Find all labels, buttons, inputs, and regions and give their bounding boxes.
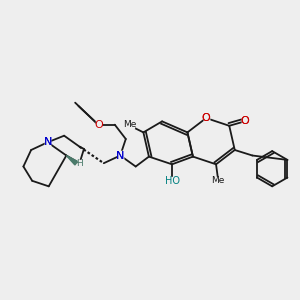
Text: Me: Me	[212, 176, 225, 185]
Text: N: N	[44, 137, 52, 147]
Text: HO: HO	[164, 176, 179, 186]
Bar	[78, 160, 82, 167]
Bar	[126, 121, 134, 128]
Text: O: O	[240, 116, 249, 126]
Text: Me: Me	[124, 120, 137, 129]
Text: O: O	[202, 113, 211, 123]
Bar	[118, 151, 123, 160]
Text: O: O	[202, 113, 211, 123]
Text: O: O	[94, 120, 103, 130]
Bar	[45, 138, 50, 147]
Text: N: N	[44, 137, 52, 147]
Bar	[214, 177, 222, 184]
Polygon shape	[66, 155, 78, 165]
Text: H: H	[76, 159, 83, 168]
Bar	[118, 151, 123, 160]
Bar	[242, 117, 247, 126]
Text: N: N	[116, 151, 124, 160]
Text: N: N	[116, 151, 124, 160]
Bar	[204, 114, 208, 122]
Text: O: O	[240, 116, 249, 126]
Bar	[96, 120, 101, 129]
Bar	[45, 138, 50, 147]
Bar	[168, 177, 176, 185]
Bar	[242, 117, 247, 126]
Bar	[204, 114, 208, 122]
